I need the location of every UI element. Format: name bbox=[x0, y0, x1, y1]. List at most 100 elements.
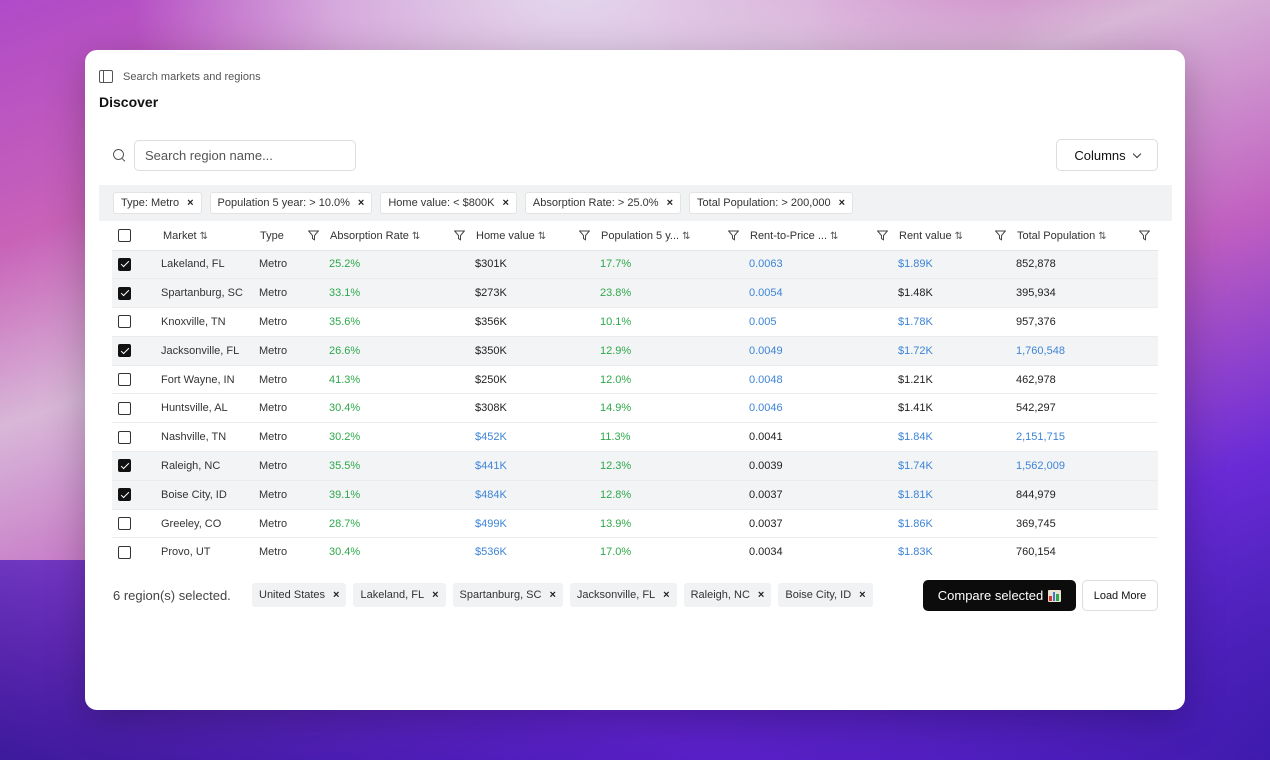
table-row[interactable]: Boise City, ID Metro 39.1% $484K 12.8% 0.0037… bbox=[112, 480, 1158, 510]
selected-region-chip[interactable]: Jacksonville, FL × bbox=[569, 583, 677, 607]
filter-chip[interactable]: Type: Metro × bbox=[113, 192, 202, 214]
close-icon[interactable]: × bbox=[187, 197, 194, 209]
row-checkbox[interactable] bbox=[118, 344, 131, 358]
selected-region-label: United States bbox=[259, 589, 326, 601]
row-checkbox[interactable] bbox=[118, 401, 131, 415]
column-header-label: Population 5 y... bbox=[601, 229, 680, 242]
sort-icon[interactable]: ⇅ bbox=[537, 230, 547, 242]
table-row[interactable]: Provo, UT Metro 30.4% $536K 17.0% 0.0034 $1.83… bbox=[112, 537, 1158, 565]
search-input[interactable] bbox=[134, 140, 356, 171]
column-header-rent[interactable]: Rent value ⇅ bbox=[896, 222, 1014, 251]
selected-region-chip[interactable]: Lakeland, FL × bbox=[353, 583, 446, 607]
table-row[interactable]: Huntsville, AL Metro 30.4% $308K 14.9% 0.0046… bbox=[112, 393, 1158, 424]
cell-pop5: 10.1% bbox=[598, 307, 747, 337]
table-row[interactable]: Raleigh, NC Metro 35.5% $441K 12.3% 0.0039 $1.… bbox=[112, 451, 1158, 481]
sort-icon[interactable]: ⇅ bbox=[954, 230, 963, 242]
table-row[interactable]: Greeley, CO Metro 28.7% $499K 13.9% 0.0037 $1.… bbox=[112, 509, 1158, 539]
cell-type: Metro bbox=[257, 480, 327, 510]
sort-icon[interactable]: ⇅ bbox=[830, 230, 839, 242]
cell-rent: $1.48K bbox=[896, 278, 1014, 309]
filter-icon[interactable] bbox=[454, 230, 465, 241]
table-row[interactable]: Spartanburg, SC Metro 33.1% $273K 23.8% 0.005… bbox=[112, 278, 1158, 309]
cell-market: Jacksonville, FL bbox=[159, 336, 257, 366]
filter-icon[interactable] bbox=[995, 230, 1006, 241]
cell-total: 542,297 bbox=[1014, 393, 1158, 424]
row-checkbox[interactable] bbox=[118, 257, 131, 271]
compare-selected-button[interactable]: Compare selected bbox=[923, 580, 1076, 611]
column-header-market[interactable]: Market ⇅ bbox=[159, 222, 257, 251]
close-icon[interactable]: × bbox=[757, 589, 765, 601]
close-icon[interactable]: × bbox=[357, 197, 365, 209]
selected-region-label: Boise City, ID bbox=[785, 589, 852, 601]
row-select-cell bbox=[112, 365, 159, 395]
selected-region-chip[interactable]: United States × bbox=[252, 583, 347, 607]
cell-rtp: 0.0037 bbox=[747, 509, 896, 539]
column-header-home[interactable]: Home value ⇅ bbox=[473, 222, 598, 251]
filter-icon[interactable] bbox=[308, 230, 319, 241]
close-icon[interactable]: × bbox=[663, 589, 670, 601]
filter-icon[interactable] bbox=[1139, 230, 1150, 241]
column-header-rtp[interactable]: Rent-to-Price ... ⇅ bbox=[747, 222, 896, 251]
cell-market: Boise City, ID bbox=[159, 480, 257, 510]
cell-type: Metro bbox=[257, 307, 327, 337]
selected-region-chip[interactable]: Raleigh, NC × bbox=[683, 583, 772, 607]
row-select-cell bbox=[112, 451, 159, 481]
row-checkbox[interactable] bbox=[118, 315, 131, 329]
selected-region-chip[interactable]: Spartanburg, SC × bbox=[452, 583, 563, 607]
table-row[interactable]: Jacksonville, FL Metro 26.6% $350K 12.9% 0.00… bbox=[112, 336, 1158, 366]
table-row[interactable]: Nashville, TN Metro 30.2% $452K 11.3% 0.0041 $… bbox=[112, 422, 1158, 453]
sort-icon[interactable]: ⇅ bbox=[682, 230, 691, 242]
row-checkbox[interactable] bbox=[118, 488, 131, 502]
column-header-total[interactable]: Total Population ⇅ bbox=[1014, 222, 1158, 251]
sort-icon[interactable]: ⇅ bbox=[411, 230, 421, 242]
cell-home: $273K bbox=[473, 278, 598, 309]
close-icon[interactable]: × bbox=[333, 589, 340, 601]
column-header-absorption[interactable]: Absorption Rate ⇅ bbox=[327, 222, 473, 251]
row-checkbox[interactable] bbox=[118, 373, 131, 387]
filter-icon[interactable] bbox=[579, 230, 590, 241]
load-more-button[interactable]: Load More bbox=[1082, 580, 1158, 611]
search-markets-link[interactable]: Search markets and regions bbox=[123, 70, 261, 83]
row-checkbox[interactable] bbox=[118, 517, 131, 531]
row-select-cell bbox=[112, 250, 159, 280]
cell-type: Metro bbox=[257, 365, 327, 395]
cell-rtp: 0.005 bbox=[747, 307, 896, 337]
cell-market: Raleigh, NC bbox=[159, 451, 257, 481]
row-select-cell bbox=[112, 480, 159, 510]
cell-rent: $1.72K bbox=[896, 336, 1014, 366]
close-icon[interactable]: × bbox=[666, 197, 674, 209]
close-icon[interactable]: × bbox=[549, 589, 556, 601]
row-checkbox[interactable] bbox=[118, 430, 131, 444]
cell-pop5: 12.8% bbox=[598, 480, 747, 510]
filter-chip[interactable]: Total Population: > 200,000 × bbox=[689, 192, 854, 214]
sidebar-toggle-icon[interactable] bbox=[99, 70, 113, 83]
select-all-checkbox[interactable] bbox=[118, 229, 131, 243]
row-checkbox[interactable] bbox=[118, 286, 131, 300]
filter-icon[interactable] bbox=[877, 230, 888, 241]
column-header-type[interactable]: Type bbox=[257, 222, 327, 251]
filter-chip[interactable]: Home value: < $800K × bbox=[380, 192, 517, 214]
table-row[interactable]: Lakeland, FL Metro 25.2% $301K 17.7% 0.0063 $1… bbox=[112, 250, 1158, 280]
close-icon[interactable]: × bbox=[838, 197, 846, 209]
columns-button[interactable]: Columns bbox=[1056, 139, 1158, 171]
filter-icon[interactable] bbox=[728, 230, 739, 241]
cell-absorption: 30.4% bbox=[327, 393, 473, 424]
sort-icon[interactable]: ⇅ bbox=[199, 230, 209, 242]
column-header-label: Type bbox=[260, 229, 284, 242]
close-icon[interactable]: × bbox=[859, 589, 866, 601]
compare-button-label: Compare selected bbox=[937, 588, 1044, 603]
close-icon[interactable]: × bbox=[432, 589, 439, 601]
table-row[interactable]: Fort Wayne, IN Metro 41.3% $250K 12.0% 0.0048… bbox=[112, 365, 1158, 395]
column-header-pop5[interactable]: Population 5 y... ⇅ bbox=[598, 222, 747, 251]
cell-home: $250K bbox=[473, 365, 598, 395]
selected-region-chip[interactable]: Boise City, ID × bbox=[778, 583, 873, 607]
row-checkbox[interactable] bbox=[118, 459, 131, 473]
table-row[interactable]: Knoxville, TN Metro 35.6% $356K 10.1% 0.005 $1… bbox=[112, 307, 1158, 337]
filter-chip[interactable]: Absorption Rate: > 25.0% × bbox=[524, 192, 682, 214]
row-checkbox[interactable] bbox=[118, 545, 131, 559]
cell-pop5: 12.9% bbox=[598, 336, 747, 366]
filter-chip[interactable]: Population 5 year: > 10.0% × bbox=[209, 192, 373, 214]
close-icon[interactable]: × bbox=[502, 197, 509, 209]
sort-icon[interactable]: ⇅ bbox=[1098, 230, 1107, 242]
cell-type: Metro bbox=[257, 250, 327, 280]
